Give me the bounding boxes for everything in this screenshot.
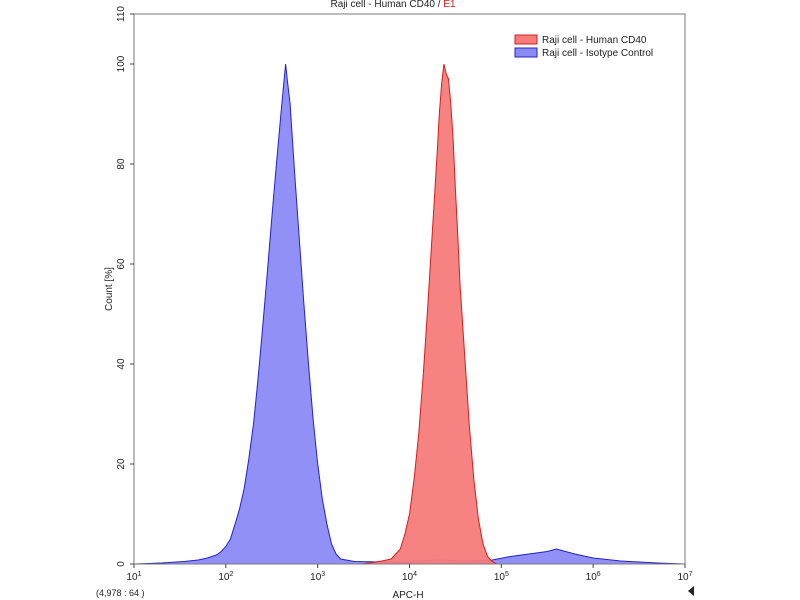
legend: Raji cell - Human CD40 Raji cell - Isotyp…	[514, 34, 653, 59]
series-area-0	[361, 63, 499, 565]
x-tick-label: 101	[126, 571, 141, 583]
legend-label: Raji cell - Isotype Control	[542, 48, 653, 59]
triangle-left-icon[interactable]	[688, 586, 694, 596]
coordinate-readout: (4,978 : 64 )	[96, 588, 145, 598]
y-tick-label: 0	[116, 561, 127, 567]
y-tick-label: 80	[116, 158, 127, 170]
chart-title: Raji cell - Human CD40 / E1	[330, 0, 455, 10]
legend-label: Raji cell - Human CD40	[542, 35, 647, 46]
x-tick-label: 104	[402, 571, 417, 583]
chart-title-main: Raji cell - Human CD40 /	[330, 0, 443, 10]
x-axis: 101 102 103 104 105 106 107	[126, 564, 693, 583]
x-tick-label: 103	[310, 571, 325, 583]
y-tick-label: 100	[116, 55, 127, 72]
x-tick-label: 107	[677, 571, 692, 583]
x-tick-label: 105	[494, 571, 509, 583]
y-tick-label: 40	[116, 358, 127, 370]
y-tick-label: 110	[116, 6, 127, 22]
y-axis: 0 20 40 60 80 100 110	[116, 6, 134, 567]
legend-swatch	[514, 47, 538, 58]
x-axis-label: APC-H	[392, 590, 423, 600]
series-area-1	[133, 63, 686, 565]
series-layer	[133, 63, 686, 565]
y-tick-label: 60	[116, 258, 127, 270]
y-axis-label: Count [%]	[104, 267, 115, 311]
legend-swatch	[514, 34, 538, 45]
x-tick-label: 102	[218, 571, 233, 583]
x-tick-label: 106	[586, 571, 601, 583]
y-tick-label: 20	[116, 458, 127, 470]
chart-title-gate: E1	[443, 0, 456, 10]
plot-frame	[133, 13, 686, 565]
